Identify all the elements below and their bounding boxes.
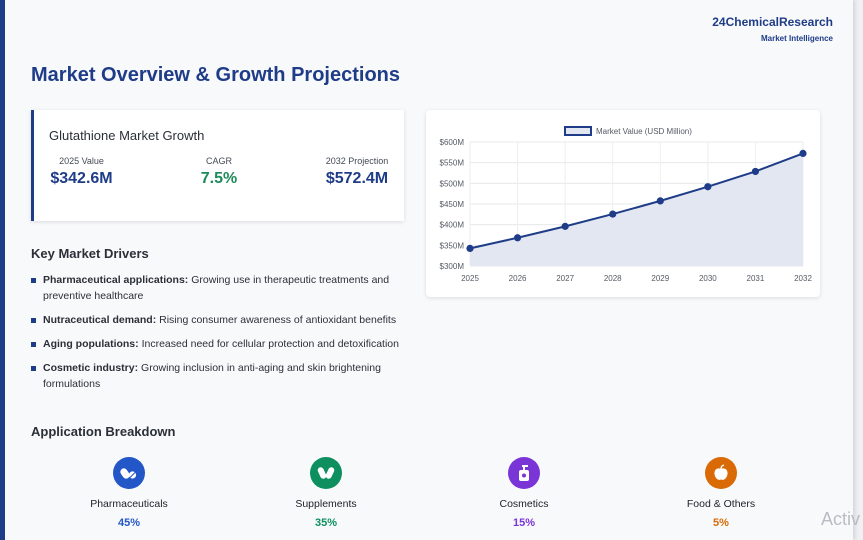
application-name: Supplements (295, 498, 357, 510)
x-tick-label: 2030 (699, 274, 717, 283)
metric-label: 2032 Projection (325, 156, 389, 166)
applications-title: Application Breakdown (31, 424, 176, 439)
application-percent: 35% (314, 517, 338, 529)
driver-cosmetic: Cosmetic industry: Growing inclusion in … (31, 360, 411, 392)
data-point (799, 149, 807, 158)
legend-label: Market Value (USD Million) (596, 127, 692, 136)
x-tick-label: 2025 (461, 274, 479, 283)
activation-watermark: Activ (821, 509, 861, 529)
y-tick-label: $350M (440, 241, 465, 250)
application-percent: 15% (512, 517, 536, 529)
x-tick-label: 2032 (794, 274, 812, 283)
driver-text: Rising consumer awareness of antioxidant… (156, 314, 397, 326)
driver-label: Nutraceutical demand: (43, 314, 157, 326)
metric-label: 2025 Value (59, 156, 104, 166)
pills-icon (113, 457, 145, 489)
driver-pharmaceutical: Pharmaceutical applications: Growing use… (31, 272, 411, 304)
driver-label: Cosmetic industry: (43, 362, 139, 374)
drivers-title: Key Market Drivers (31, 246, 149, 261)
brand-block: 24ChemicalResearch Market Intelligence (712, 15, 833, 43)
data-point (656, 197, 664, 205)
metric-2025-value: 2025 Value $342.6M (49, 156, 114, 188)
metric-value: $342.6M (50, 170, 113, 187)
application-percent: 5% (713, 517, 729, 529)
market-value-chart: $300M $350M $400M $450M $500M $550M $600M 2025 2… (440, 126, 812, 283)
data-point (609, 210, 617, 218)
data-point (513, 234, 522, 242)
application-pharmaceuticals: Pharmaceuticals 45% (69, 457, 189, 529)
square-bullet-icon (31, 278, 36, 283)
metric-value: 7.5% (200, 170, 238, 187)
driver-text: Growing inclusion in anti-aging and skin… (43, 362, 381, 390)
growth-card-title: Glutathione Market Growth (49, 128, 205, 143)
x-tick-label: 2026 (509, 274, 527, 283)
data-point (561, 222, 569, 230)
y-tick-label: $450M (440, 200, 465, 209)
driver-aging: Aging populations: Increased need for ce… (31, 336, 411, 352)
drivers-list: Pharmaceutical applications: Growing use… (31, 272, 411, 400)
market-growth-card: Glutathione Market Growth 2025 Value $34… (31, 110, 404, 221)
y-tick-label: $600M (440, 138, 465, 147)
application-name: Food & Others (686, 498, 756, 510)
application-supplements: Supplements 35% (266, 457, 386, 529)
legend-swatch (564, 126, 592, 136)
series-line (469, 152, 804, 250)
data-point (466, 244, 474, 252)
application-percent: 45% (117, 517, 141, 529)
y-tick-label: $550M (440, 159, 465, 168)
driver-label: Aging populations: (43, 338, 139, 350)
application-name: Pharmaceuticals (90, 498, 168, 510)
page-title: Market Overview & Growth Projections (31, 64, 400, 86)
data-point (704, 183, 712, 191)
pump-bottle-icon (508, 457, 540, 489)
brand-tagline: Market Intelligence (760, 34, 833, 43)
application-cosmetics: Cosmetics 15% (464, 457, 584, 529)
driver-label: Pharmaceutical applications: (43, 274, 189, 286)
series-area (470, 153, 803, 266)
square-bullet-icon (31, 342, 36, 347)
metric-2032-projection: 2032 Projection $572.4M (322, 156, 392, 188)
y-tick-label: $500M (440, 179, 465, 188)
capsules-icon (310, 457, 342, 489)
square-bullet-icon (31, 366, 36, 371)
application-food-others: Food & Others 5% (661, 457, 781, 529)
x-tick-label: 2029 (651, 274, 669, 283)
metric-value: $572.4M (325, 170, 389, 187)
x-tick-label: 2027 (556, 274, 574, 283)
y-tick-label: $400M (440, 221, 465, 230)
square-bullet-icon (31, 318, 36, 323)
brand-name: 24ChemicalResearch (712, 15, 833, 29)
metric-label: CAGR (205, 156, 232, 166)
driver-nutraceutical: Nutraceutical demand: Rising consumer aw… (31, 312, 411, 328)
x-tick-label: 2028 (604, 274, 622, 283)
data-point (751, 167, 760, 176)
metric-cagr: CAGR 7.5% (194, 156, 244, 188)
application-name: Cosmetics (499, 498, 549, 510)
market-value-chart-card: $300M $350M $400M $450M $500M $550M $600M 2025 2… (426, 110, 820, 297)
driver-text: Growing use in therapeutic treatments an… (43, 274, 390, 302)
x-tick-label: 2031 (747, 274, 765, 283)
driver-text: Increased need for cellular protection a… (138, 338, 399, 350)
y-tick-label: $300M (440, 262, 465, 271)
apple-icon (705, 457, 737, 489)
